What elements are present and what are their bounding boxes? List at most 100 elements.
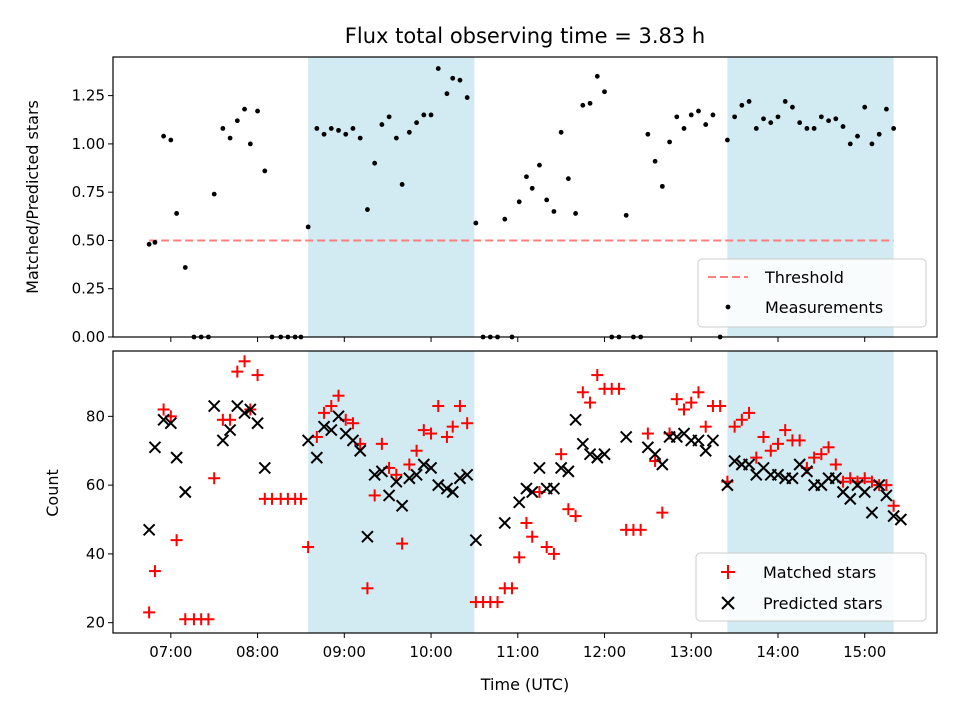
measurement-point — [587, 100, 593, 106]
matched-star-point — [678, 403, 691, 416]
measurement-point — [753, 126, 759, 131]
predicted-star-point — [382, 489, 396, 502]
measurement-point — [826, 118, 831, 124]
measurement-point — [365, 207, 370, 212]
matched-star-point — [294, 492, 307, 505]
matched-star-point — [251, 369, 264, 382]
measurement-point — [399, 182, 405, 187]
predicted-star-point — [648, 447, 662, 461]
measurement-point — [255, 108, 260, 114]
measurement-point — [674, 114, 680, 120]
measurement-point — [761, 116, 766, 122]
matched-star-point — [656, 506, 669, 519]
measurement-point — [659, 183, 665, 189]
predicted-star-point — [164, 417, 178, 430]
measurement-point — [782, 99, 788, 104]
predicted-star-point — [858, 485, 871, 499]
top-y-tick-label: 1.00 — [72, 135, 105, 153]
measurement-point — [343, 131, 349, 137]
measurement-point — [421, 112, 427, 118]
measurement-point — [457, 77, 463, 83]
predicted-star-point — [742, 458, 756, 471]
matched-star-point — [238, 355, 251, 368]
predicted-star-point — [619, 430, 633, 444]
top-legend: Threshold Measurements — [697, 258, 927, 328]
matched-star-point — [757, 430, 770, 443]
measurement-point — [220, 126, 226, 131]
predicted-star-point — [498, 516, 511, 530]
bottom-y-ticks: 20 40 60 80 — [86, 407, 113, 632]
matched-star-point — [148, 565, 161, 578]
predicted-star-point — [417, 458, 431, 471]
measurement-point — [623, 212, 629, 218]
measurement-point — [379, 122, 385, 127]
top-y-tick-label: 0.75 — [72, 183, 105, 201]
bottom-y-axis-label: Count — [43, 469, 62, 517]
measurement-point — [321, 131, 327, 137]
matched-star-point — [547, 547, 560, 560]
predicted-star-point — [346, 434, 360, 447]
measurement-point — [182, 265, 188, 270]
matched-star-point — [750, 451, 763, 464]
measurement-point — [739, 102, 745, 108]
measurements-legend-label: Measurements — [765, 298, 883, 317]
bottom-y-tick-label: 40 — [86, 545, 105, 563]
matched-star-point — [779, 424, 792, 437]
matched-star-point — [170, 534, 183, 547]
matched-star-point — [461, 417, 474, 430]
predicted-star-point — [513, 496, 526, 509]
measurement-point — [565, 176, 571, 182]
matched-star-point — [390, 468, 403, 481]
measurement-point — [818, 114, 824, 120]
measurement-point — [372, 160, 378, 166]
matched-star-point — [829, 458, 842, 471]
bottom-y-tick-label: 20 — [86, 614, 105, 632]
top-plot-frame — [112, 56, 938, 338]
measurement-point — [414, 120, 419, 126]
matched-star-point — [440, 430, 453, 443]
matched-star-point — [569, 510, 582, 523]
matched-star-point — [526, 530, 539, 543]
threshold-legend-label: Threshold — [764, 268, 844, 287]
matched-star-point — [793, 434, 806, 447]
predicted-star-point — [432, 478, 445, 492]
bottom-legend: Matched stars Predicted stars — [695, 552, 927, 622]
matched-legend-label: Matched stars — [763, 563, 876, 582]
measurements-legend-swatch — [725, 304, 731, 310]
measurement-point — [855, 133, 860, 139]
predicted-star-point — [721, 478, 734, 492]
predicted-star-point — [469, 533, 483, 547]
x-tick-label: 11:00 — [496, 643, 539, 661]
matched-star-point — [540, 541, 553, 554]
predicted-star-point — [894, 513, 908, 526]
measurement-point — [797, 120, 803, 126]
top-y-tick-label: 1.25 — [72, 87, 105, 105]
top-x-ticks — [170, 337, 866, 342]
top-y-axis-label: Matched/Predicted stars — [23, 100, 42, 294]
matched-star-point — [764, 444, 777, 457]
measurement-point — [544, 197, 550, 203]
x-tick-label: 14:00 — [756, 643, 799, 661]
matched-star-point — [887, 499, 900, 512]
predicted-star-point — [880, 489, 893, 502]
matched-star-point — [143, 606, 156, 619]
measurement-point — [242, 106, 247, 112]
measurement-point — [703, 122, 709, 127]
predicted-star-point — [310, 451, 324, 464]
measurement-point — [840, 124, 846, 129]
measurement-point — [168, 137, 174, 143]
measurement-point — [847, 141, 853, 147]
predicted-star-point — [800, 465, 814, 478]
measurement-point — [502, 216, 508, 222]
matched-star-point — [446, 420, 459, 433]
predicted-star-point — [258, 461, 271, 475]
measurement-point — [473, 220, 479, 226]
predicted-star-point — [353, 444, 367, 457]
measurement-point — [428, 112, 434, 118]
matched-star-point — [822, 441, 835, 454]
measurement-point — [336, 127, 341, 133]
measurement-point — [645, 131, 651, 137]
bottom-plot-frame — [112, 350, 938, 634]
predicted-star-point — [569, 413, 582, 426]
predicted-star-point — [142, 523, 156, 537]
